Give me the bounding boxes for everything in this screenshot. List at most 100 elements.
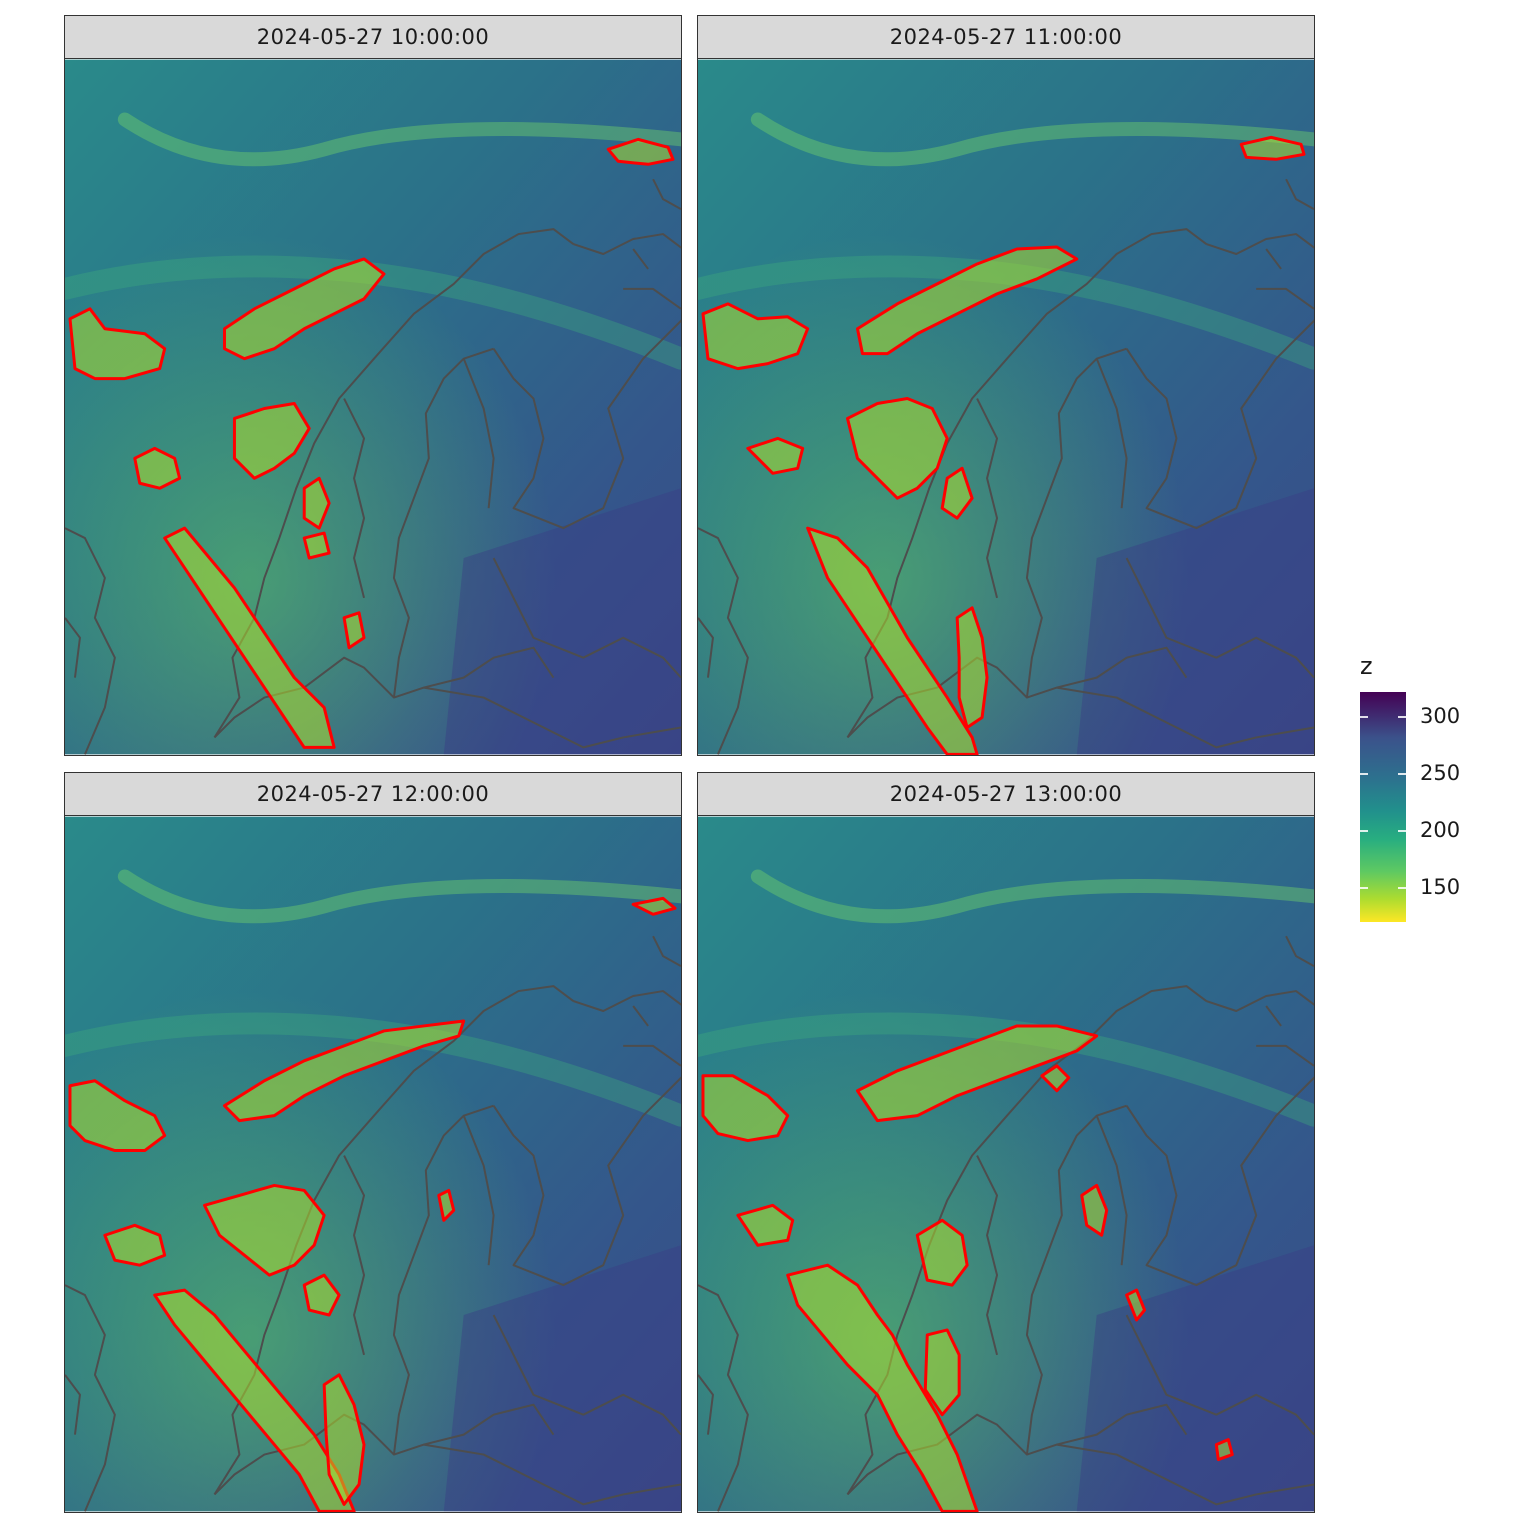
coastline [573, 233, 681, 310]
coastline [65, 1374, 81, 1435]
coastline [698, 617, 714, 678]
facet-strip-title: 2024-05-27 12:00:00 [64, 772, 682, 816]
low-value-area [747, 438, 803, 474]
legend-tick-label: 250 [1420, 760, 1461, 785]
low-value-area [787, 1265, 978, 1512]
map-2 [697, 59, 1315, 756]
threshold-contour [846, 397, 949, 500]
field-glow [698, 816, 1314, 1512]
cloud-band [750, 112, 1314, 167]
map-3 [64, 816, 682, 1513]
threshold-contour [955, 606, 989, 729]
threshold-contour [1239, 135, 1306, 161]
coastline [213, 656, 681, 749]
cold-top-region [443, 488, 681, 755]
coastline [492, 1076, 681, 1287]
threshold-contour [68, 1079, 167, 1153]
coastline [65, 617, 81, 678]
threshold-contour [163, 526, 336, 749]
coastline [462, 1115, 495, 1266]
low-value-area [204, 1185, 325, 1276]
coastline [976, 1155, 999, 1356]
low-value-area [1126, 1290, 1145, 1320]
coastline [492, 319, 681, 530]
colorbar-legend: z 300 250 200 150 [1350, 650, 1490, 950]
threshold-contour [736, 1203, 795, 1247]
coastline [392, 1104, 494, 1455]
cloud-band [65, 1012, 681, 1127]
coastline [1265, 935, 1314, 1027]
legend-tick-label: 150 [1420, 874, 1461, 899]
threshold-contour [1214, 1438, 1234, 1462]
coastline [1056, 1403, 1188, 1446]
low-value-area [69, 1080, 165, 1151]
map-4 [697, 816, 1315, 1513]
coastline [492, 557, 681, 679]
coastline [1125, 319, 1314, 530]
threshold-contour [855, 1024, 1099, 1123]
field-glow [65, 816, 681, 1512]
threshold-contour [68, 307, 167, 381]
low-value-area [134, 448, 180, 489]
cloud-band [750, 869, 1314, 924]
facet-strip-title: 2024-05-27 11:00:00 [697, 15, 1315, 59]
threshold-contour [746, 436, 805, 475]
low-value-area [234, 403, 310, 479]
threshold-contour [437, 1188, 456, 1222]
threshold-contour [1125, 1288, 1147, 1322]
threshold-contour [103, 1223, 167, 1267]
cloud-band [117, 112, 681, 167]
coastline [1125, 557, 1314, 679]
coastline [1025, 347, 1127, 698]
low-value-area [104, 1225, 165, 1266]
coastline [632, 178, 681, 270]
legend-title: z [1360, 652, 1373, 680]
coastline [65, 527, 116, 755]
threshold-contour [232, 402, 311, 480]
coastline [392, 347, 494, 698]
facet-panel-1: 2024-05-27 10:00:00 [64, 15, 682, 756]
legend-tick-mark [1398, 829, 1406, 832]
low-value-area [857, 1025, 1097, 1121]
coastline [492, 1314, 681, 1436]
low-value-area [304, 533, 330, 559]
legend-tick-mark [1398, 772, 1406, 775]
coastline [343, 1155, 366, 1356]
threshold-contour [302, 1273, 341, 1317]
coastline [1206, 233, 1314, 310]
facet-panel-4: 2024-05-27 13:00:00 [697, 772, 1315, 1513]
low-value-area [857, 247, 1077, 354]
coastline [213, 1413, 681, 1506]
coastline [423, 1403, 555, 1446]
coastline [423, 646, 555, 689]
field-glow [65, 59, 681, 755]
field-glow [698, 59, 1314, 755]
threshold-contour [806, 526, 979, 755]
threshold-contour [940, 466, 974, 520]
threshold-contour [1080, 1183, 1109, 1237]
threshold-contour [786, 1263, 979, 1512]
coastline [1056, 646, 1188, 689]
legend-tick-mark [1360, 829, 1368, 832]
coastline [343, 398, 366, 599]
coastline [1095, 1115, 1128, 1266]
low-value-area [224, 258, 384, 359]
threshold-contour [1040, 1064, 1071, 1093]
coastline [1125, 1076, 1314, 1287]
coastline [1025, 1104, 1127, 1455]
low-value-area [69, 308, 165, 379]
low-value-area [702, 303, 808, 369]
threshold-contour [855, 245, 1079, 356]
threshold-contour [302, 476, 331, 530]
threshold-contour [701, 302, 810, 371]
low-value-area [957, 607, 988, 728]
legend-tick-label: 200 [1420, 817, 1461, 842]
cloud-band [117, 869, 681, 924]
coastline [1095, 358, 1128, 509]
cloud-band [698, 1012, 1314, 1127]
legend-tick-label: 300 [1420, 704, 1461, 729]
legend-tick-mark [1398, 716, 1406, 719]
low-value-area [702, 1075, 788, 1141]
coastline [573, 990, 681, 1067]
facet-panel-3: 2024-05-27 12:00:00 [64, 772, 682, 1513]
